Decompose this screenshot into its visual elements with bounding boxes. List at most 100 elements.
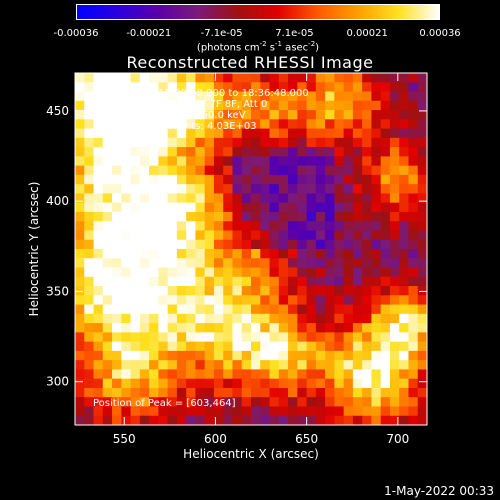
heatmap-cell <box>84 397 95 407</box>
heatmap-cell <box>102 147 113 157</box>
heatmap-cell <box>251 119 261 130</box>
heatmap-cell <box>223 82 233 93</box>
heatmap-cell <box>121 323 132 333</box>
heatmap-cell <box>112 174 122 185</box>
heatmap-cell <box>269 415 280 426</box>
heatmap-cell <box>121 249 132 259</box>
heatmap-cell <box>288 193 298 204</box>
heatmap-cell <box>343 137 354 148</box>
heatmap-cell <box>112 156 122 167</box>
heatmap-cell <box>278 211 289 222</box>
heatmap-cell <box>288 249 298 259</box>
heatmap-cell <box>176 286 187 296</box>
heatmap-cell <box>158 360 169 370</box>
heatmap-cell <box>278 267 289 278</box>
heatmap-cell <box>389 341 400 352</box>
heatmap-cell <box>186 313 196 324</box>
heatmap-cell <box>269 147 280 157</box>
heatmap-cell <box>325 304 335 315</box>
heatmap-cell <box>297 304 308 315</box>
heatmap-cell <box>241 397 252 407</box>
heatmap-cell <box>352 128 363 139</box>
heatmap-cell <box>232 119 243 130</box>
heatmap-cell <box>380 91 391 102</box>
heatmap-cell <box>130 110 141 120</box>
heatmap-cell <box>167 137 178 148</box>
colorbar-tick-label: 0.00036 <box>419 28 461 39</box>
heatmap-cell <box>112 350 122 361</box>
heatmap-cell <box>417 387 428 398</box>
heatmap-cell <box>158 313 169 324</box>
heatmap-cell <box>176 323 187 333</box>
heatmap-cell <box>84 211 95 222</box>
heatmap-cell <box>399 415 409 426</box>
heatmap-cell <box>408 295 419 306</box>
heatmap-cell <box>315 313 326 324</box>
heatmap-cell <box>269 165 280 176</box>
heatmap-cell <box>241 332 252 343</box>
heatmap-cell <box>93 165 104 176</box>
heatmap-cell <box>75 249 85 259</box>
heatmap-cell <box>223 165 233 176</box>
heatmap-cell <box>417 276 428 287</box>
heatmap-cell <box>232 387 243 398</box>
heatmap-cell <box>408 211 419 222</box>
heatmap-cell <box>343 415 354 426</box>
heatmap-cell <box>84 406 95 417</box>
heatmap-cell <box>334 406 345 417</box>
heatmap-cell <box>241 110 252 120</box>
heatmap-cell <box>167 249 178 259</box>
heatmap-cell <box>362 230 372 241</box>
heatmap-cell <box>102 137 113 148</box>
heatmap-cell <box>269 313 280 324</box>
heatmap-cell <box>102 360 113 370</box>
heatmap-cell <box>186 360 196 370</box>
heatmap-cell <box>93 82 104 93</box>
heatmap-cell <box>278 323 289 333</box>
heatmap-cell <box>408 304 419 315</box>
colorbar-tick-label: 0.00021 <box>346 28 388 39</box>
heatmap-cell <box>408 350 419 361</box>
heatmap-cell <box>84 110 95 120</box>
heatmap-cell <box>139 387 150 398</box>
heatmap-cell <box>278 332 289 343</box>
heatmap-cell <box>149 73 159 83</box>
heatmap-cell <box>130 202 141 213</box>
heatmap-cell <box>306 295 317 306</box>
heatmap-cell <box>139 249 150 259</box>
heatmap-cell <box>380 239 391 250</box>
heatmap-cell <box>241 156 252 167</box>
heatmap-cell <box>260 323 271 333</box>
heatmap-cell <box>213 221 224 231</box>
heatmap-cell <box>352 397 363 407</box>
heatmap-cell <box>195 73 206 83</box>
heatmap-cell <box>251 230 261 241</box>
heatmap-cell <box>130 295 141 306</box>
heatmap-cell <box>121 156 132 167</box>
heatmap-cell <box>306 332 317 343</box>
heatmap-cell <box>241 184 252 194</box>
heatmap-cell <box>399 267 409 278</box>
info-detectors: Detectors: 3F 4F 5F 6F 7F 8F, Att 0 <box>93 99 268 110</box>
heatmap-cell <box>389 119 400 130</box>
heatmap-cell <box>75 128 85 139</box>
heatmap-cell <box>399 202 409 213</box>
heatmap-cell <box>139 313 150 324</box>
heatmap-cell <box>297 350 308 361</box>
heatmap-cell <box>417 304 428 315</box>
heatmap-cell <box>417 193 428 204</box>
heatmap-cell <box>269 174 280 185</box>
heatmap-cell <box>297 184 308 194</box>
heatmap-cell <box>186 128 196 139</box>
heatmap-cell <box>223 369 233 380</box>
heatmap-cell <box>306 184 317 194</box>
heatmap-cell <box>93 369 104 380</box>
y-tick-label: 300 <box>46 375 69 389</box>
heatmap-cell <box>93 267 104 278</box>
heatmap-cell <box>306 415 317 426</box>
heatmap-cell <box>195 82 206 93</box>
heatmap-cell <box>93 387 104 398</box>
heatmap-cell <box>297 406 308 417</box>
heatmap-cell <box>325 267 335 278</box>
heatmap-cell <box>362 378 372 389</box>
